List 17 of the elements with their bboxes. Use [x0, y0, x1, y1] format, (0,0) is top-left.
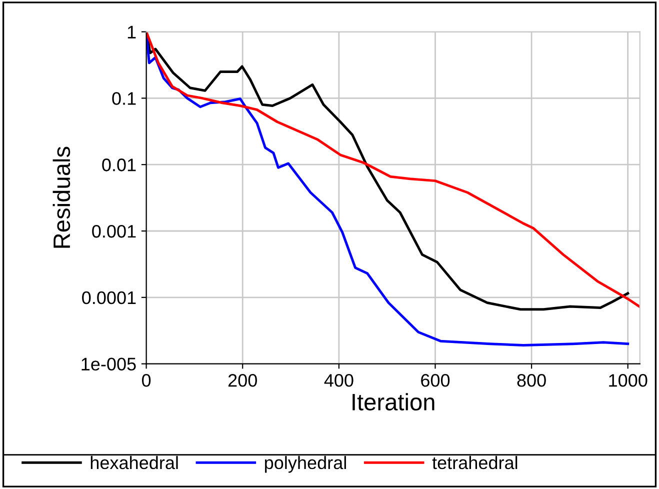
x-axis-title: Iteration: [352, 393, 434, 410]
legend-label: tetrahedral: [432, 456, 518, 470]
y-tick-label: 1: [128, 26, 136, 38]
x-tick-label: 1000: [609, 374, 648, 387]
x-tick-label: 400: [324, 374, 354, 387]
y-tick-label: 0.1: [112, 92, 136, 105]
y-tick-label: 0.001: [92, 224, 136, 238]
y-tick-label: 1e-005: [82, 358, 136, 371]
x-tick-label: 800: [517, 374, 546, 387]
legend-label: polyhedral: [265, 456, 346, 473]
y-tick-label: 0.0001: [82, 291, 136, 304]
x-tick-label: 200: [228, 374, 257, 387]
y-tick-label: 0.01: [102, 158, 136, 172]
y-axis-title: Residuals: [52, 146, 70, 248]
x-tick-label: 0: [142, 374, 151, 387]
legend-label: hexahedral: [90, 456, 178, 470]
x-tick-label: 600: [421, 374, 450, 387]
